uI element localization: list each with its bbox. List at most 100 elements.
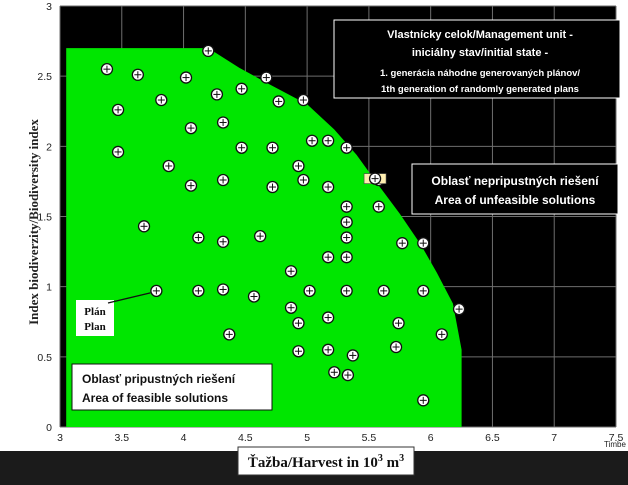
data-point: [340, 215, 353, 229]
feasible-annotation-line-1: Oblasť pripustných riešení: [82, 372, 236, 386]
data-point: [363, 172, 387, 185]
y-tick-label: 0: [46, 422, 52, 434]
unfeasible-annotation-line-2: Area of unfeasible solutions: [435, 193, 596, 207]
x-tick-label: 4: [181, 432, 187, 444]
unfeasible-annotation-box: [411, 163, 619, 215]
unfeasible-annotation-line-1: Oblasť nepripustných riešení: [431, 174, 599, 188]
y-ticks: 0 0.5 1 1.5 2 2.5 3: [37, 1, 52, 434]
data-point: [321, 311, 335, 324]
data-point: [346, 349, 359, 362]
data-point: [297, 173, 310, 187]
y-axis-label: Index biodiverzity/Biodiversity index: [26, 119, 41, 325]
data-point: [272, 95, 285, 108]
data-point: [340, 200, 353, 213]
data-point: [111, 103, 125, 116]
data-point: [292, 317, 305, 330]
data-point: [235, 141, 248, 154]
data-point: [137, 220, 151, 233]
plan-label-line-1: Plán: [84, 306, 105, 318]
data-point: [452, 302, 466, 316]
data-point: [321, 180, 335, 194]
top-annotation-line-3: 1. generácia náhodne generovaných plánov…: [380, 68, 580, 79]
data-point: [260, 71, 273, 84]
feasible-annotation-line-2: Area of feasible solutions: [82, 391, 228, 405]
x-tick-label: 3.5: [114, 432, 129, 444]
feasible-annotation-box: [71, 363, 273, 411]
data-point: [235, 82, 248, 95]
data-point: [321, 134, 335, 147]
data-point: [396, 237, 409, 250]
data-point: [184, 121, 198, 135]
data-point: [162, 159, 175, 173]
y-tick-label: 1: [46, 282, 52, 294]
data-point: [340, 141, 353, 154]
data-point: [210, 88, 224, 101]
plan-arrow: [107, 292, 151, 304]
x-tick-label: 5: [304, 432, 310, 444]
data-point: [435, 328, 448, 341]
data-point: [266, 141, 279, 154]
x-tick-label: 5.5: [362, 432, 377, 444]
x-axis-label: Ťažba/Harvest in 103 m3: [248, 453, 404, 471]
data-point: [216, 235, 230, 248]
data-point: [417, 237, 430, 250]
top-annotation-line-1: Vlastnícky celok/Management unit -: [387, 29, 573, 41]
data-point: [202, 44, 215, 58]
data-point: [284, 301, 298, 314]
data-point: [247, 290, 261, 303]
data-point: [305, 134, 319, 147]
data-point: [150, 284, 163, 298]
data-point: [321, 343, 335, 356]
top-annotation-line-2: iniciálny stav/initial state -: [412, 47, 549, 59]
data-point: [184, 179, 198, 192]
data-point: [340, 284, 353, 298]
y-tick-label: 0.5: [37, 352, 52, 364]
data-point: [155, 93, 168, 107]
data-point: [284, 265, 298, 278]
data-point: [292, 159, 305, 173]
x-axis-label-box: [237, 446, 415, 476]
data-point: [216, 173, 230, 187]
x-tick-label: 3: [57, 432, 63, 444]
data-point: [372, 200, 385, 213]
x-tick-label: 6.5: [485, 432, 500, 444]
plan-label-line-2: Plan: [84, 321, 105, 333]
data-point: [266, 180, 279, 194]
top-annotation-line-4: 1th generation of randomly generated pla…: [381, 84, 579, 95]
x-axis-cut-label: Timbe: [604, 440, 626, 449]
x-tick-label: 7.5: [609, 432, 624, 444]
data-point: [340, 231, 353, 244]
data-point: [100, 63, 114, 76]
data-point: [297, 93, 310, 107]
plan-label-box: [76, 300, 114, 336]
data-point: [111, 145, 125, 159]
data-point: [131, 68, 144, 81]
data-point: [216, 116, 230, 129]
y-tick-label: 2: [46, 141, 52, 153]
points: [100, 44, 466, 407]
data-point: [321, 251, 335, 264]
data-point: [341, 368, 355, 382]
x-tick-label: 6: [428, 432, 434, 444]
y-tick-label: 3: [46, 1, 52, 13]
data-point: [392, 317, 405, 330]
data-point: [223, 328, 236, 341]
data-point: [417, 284, 430, 298]
top-annotation-box: [333, 19, 621, 99]
y-tick-label: 2.5: [37, 71, 52, 83]
data-point: [303, 284, 316, 298]
data-point: [292, 345, 305, 358]
data-point: [328, 366, 341, 379]
data-point: [417, 394, 430, 407]
data-point: [377, 284, 390, 298]
data-point: [192, 231, 205, 244]
data-point: [179, 71, 193, 84]
y-tick-label: 1.5: [37, 212, 52, 224]
x-tick-label: 4.5: [238, 432, 253, 444]
data-point: [192, 284, 205, 298]
x-tick-label: 7: [551, 432, 557, 444]
data-point: [389, 340, 403, 354]
data-point: [216, 283, 230, 296]
x-ticks: 3 3.5 4 4.5 5 5.5 6 6.5 7 7.5: [57, 432, 623, 444]
